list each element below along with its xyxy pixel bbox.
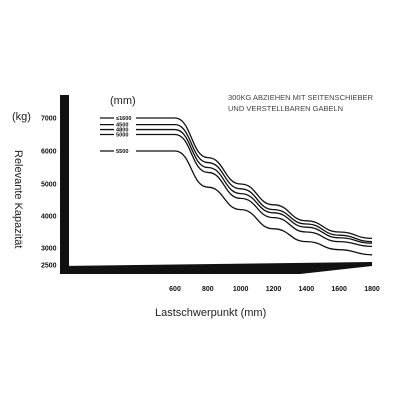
x-tick-label: 1600 (331, 286, 347, 293)
fork-blade (60, 262, 372, 274)
series-curve-5000 (174, 133, 373, 248)
y-tick-label: 5000 (41, 182, 57, 189)
series-label-bg (114, 121, 136, 128)
series-label-bg (114, 131, 136, 138)
y-tick-label: 4000 (41, 214, 57, 221)
y-tick-label: 2500 (41, 263, 57, 270)
series-label-5500: 5500 (116, 149, 128, 155)
x-unit-top: (mm) (110, 95, 136, 107)
chart-note-line-1: 300KG ABZIEHEN MIT SEITENSCHIEBER (228, 93, 373, 102)
series-label-bg (114, 115, 136, 121)
series-curve-5500 (174, 150, 373, 256)
series-curve-4800 (174, 128, 373, 244)
x-ticks: 600 800 1000 1200 1400 1600 1800 (169, 286, 380, 293)
y-tick-label: 7000 (41, 116, 57, 123)
y-tick-label: 6000 (41, 149, 57, 156)
series-label-bg (114, 126, 136, 133)
series-label-4800: 4800 (116, 128, 128, 134)
y-ticks: 2500 3000 4000 5000 6000 7000 (41, 116, 57, 270)
series-label-≤1600: ≤1600 (116, 116, 132, 122)
fork-shank (60, 95, 69, 274)
y-unit: (kg) (12, 111, 31, 123)
x-tick-label: 600 (169, 286, 181, 293)
series-label-5000: 5000 (116, 133, 128, 139)
chart-note-line-2: UND VERSTELLBAREN GABELN (228, 104, 343, 113)
x-tick-label: 1400 (299, 286, 315, 293)
series-label-bg (114, 148, 136, 154)
x-tick-label: 1200 (266, 286, 282, 293)
y-axis-label: Relevante Kapazität (12, 150, 24, 248)
x-axis-label: Lastschwerpunkt (mm) (155, 307, 266, 319)
x-tick-label: 1000 (233, 286, 249, 293)
y-tick-label: 3000 (41, 246, 57, 253)
x-tick-label: 1800 (364, 286, 380, 293)
series-label-4500: 4500 (116, 123, 128, 129)
x-tick-label: 800 (202, 286, 214, 293)
fork-top (60, 95, 68, 101)
series-curve-4500 (174, 123, 373, 243)
series-curve-≤1600 (174, 117, 373, 240)
fork-frame (60, 95, 372, 274)
